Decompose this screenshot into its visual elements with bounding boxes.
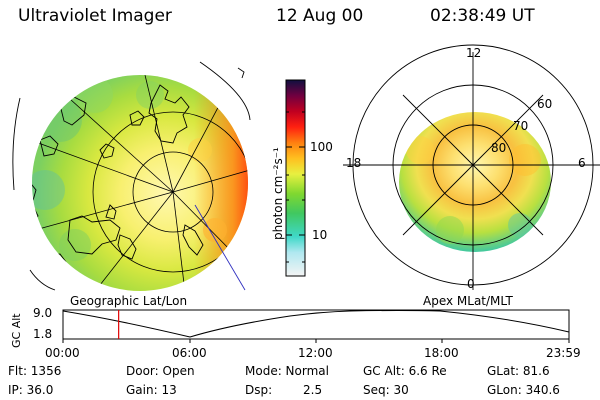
mlt-12-label: 12 bbox=[466, 46, 482, 60]
colorbar-unit-label: photon cm⁻²s⁻¹ bbox=[271, 147, 285, 240]
mlat-80-label: 80 bbox=[491, 141, 507, 155]
colorbar-scale bbox=[285, 79, 306, 277]
xtick-2359: 23:59 bbox=[546, 346, 581, 360]
mlt-0-label: 0 bbox=[467, 277, 475, 291]
colorbar-tick-10: 10 bbox=[312, 228, 328, 242]
sequence-value: Seq: 30 bbox=[363, 383, 409, 397]
gc-alt-value: GC Alt: 6.6 Re bbox=[363, 364, 447, 378]
geographic-map-panel bbox=[12, 61, 251, 291]
glon-value: GLon: 340.6 bbox=[487, 383, 560, 397]
alt-ytick-top: 9.0 bbox=[33, 306, 53, 320]
xtick-1200: 12:00 bbox=[298, 346, 333, 360]
colorbar-tick-100: 100 bbox=[310, 140, 333, 154]
mlat-70-label: 70 bbox=[513, 119, 529, 133]
xtick-0600: 06:00 bbox=[172, 346, 207, 360]
geo-latlon-grid bbox=[32, 75, 248, 291]
xtick-0000: 00:00 bbox=[45, 346, 80, 360]
gain-value: Gain: 13 bbox=[126, 383, 177, 397]
mlt-18-label: 18 bbox=[346, 156, 362, 170]
flight-number: Flt: 1356 bbox=[8, 364, 62, 378]
altitude-timeline bbox=[62, 309, 570, 343]
instrument-title: Ultraviolet Imager bbox=[18, 6, 172, 26]
ip-value: IP: 36.0 bbox=[8, 383, 54, 397]
door-status: Door: Open bbox=[126, 364, 195, 378]
time-label: 02:38:49 UT bbox=[430, 6, 535, 26]
altitude-plot-frame bbox=[62, 309, 570, 340]
dsp-value: 2.5 bbox=[303, 383, 323, 397]
geo-coastlines bbox=[32, 84, 204, 263]
polar-grid bbox=[343, 44, 600, 290]
mlat-60-label: 60 bbox=[537, 97, 553, 111]
polar-mlt-panel bbox=[343, 44, 600, 290]
date-label: 12 Aug 00 bbox=[276, 6, 364, 26]
altitude-curve bbox=[62, 310, 570, 338]
dsp-label: Dsp: bbox=[245, 383, 273, 397]
geo-outer-frame bbox=[12, 61, 251, 291]
glat-value: GLat: 81.6 bbox=[487, 364, 550, 378]
intensity-colorbar bbox=[285, 79, 306, 277]
xtick-1800: 18:00 bbox=[424, 346, 459, 360]
geo-panel-caption: Geographic Lat/Lon bbox=[70, 294, 188, 308]
nav-track-line bbox=[194, 204, 246, 291]
mode-value: Mode: Normal bbox=[245, 364, 329, 378]
polar-panel-caption: Apex MLat/MLT bbox=[423, 294, 513, 308]
alt-ytick-bottom: 1.8 bbox=[33, 327, 53, 341]
gc-alt-axis-label: GC Alt bbox=[10, 313, 23, 348]
polar-speckle bbox=[406, 136, 541, 244]
mlt-6-label: 6 bbox=[578, 156, 586, 170]
